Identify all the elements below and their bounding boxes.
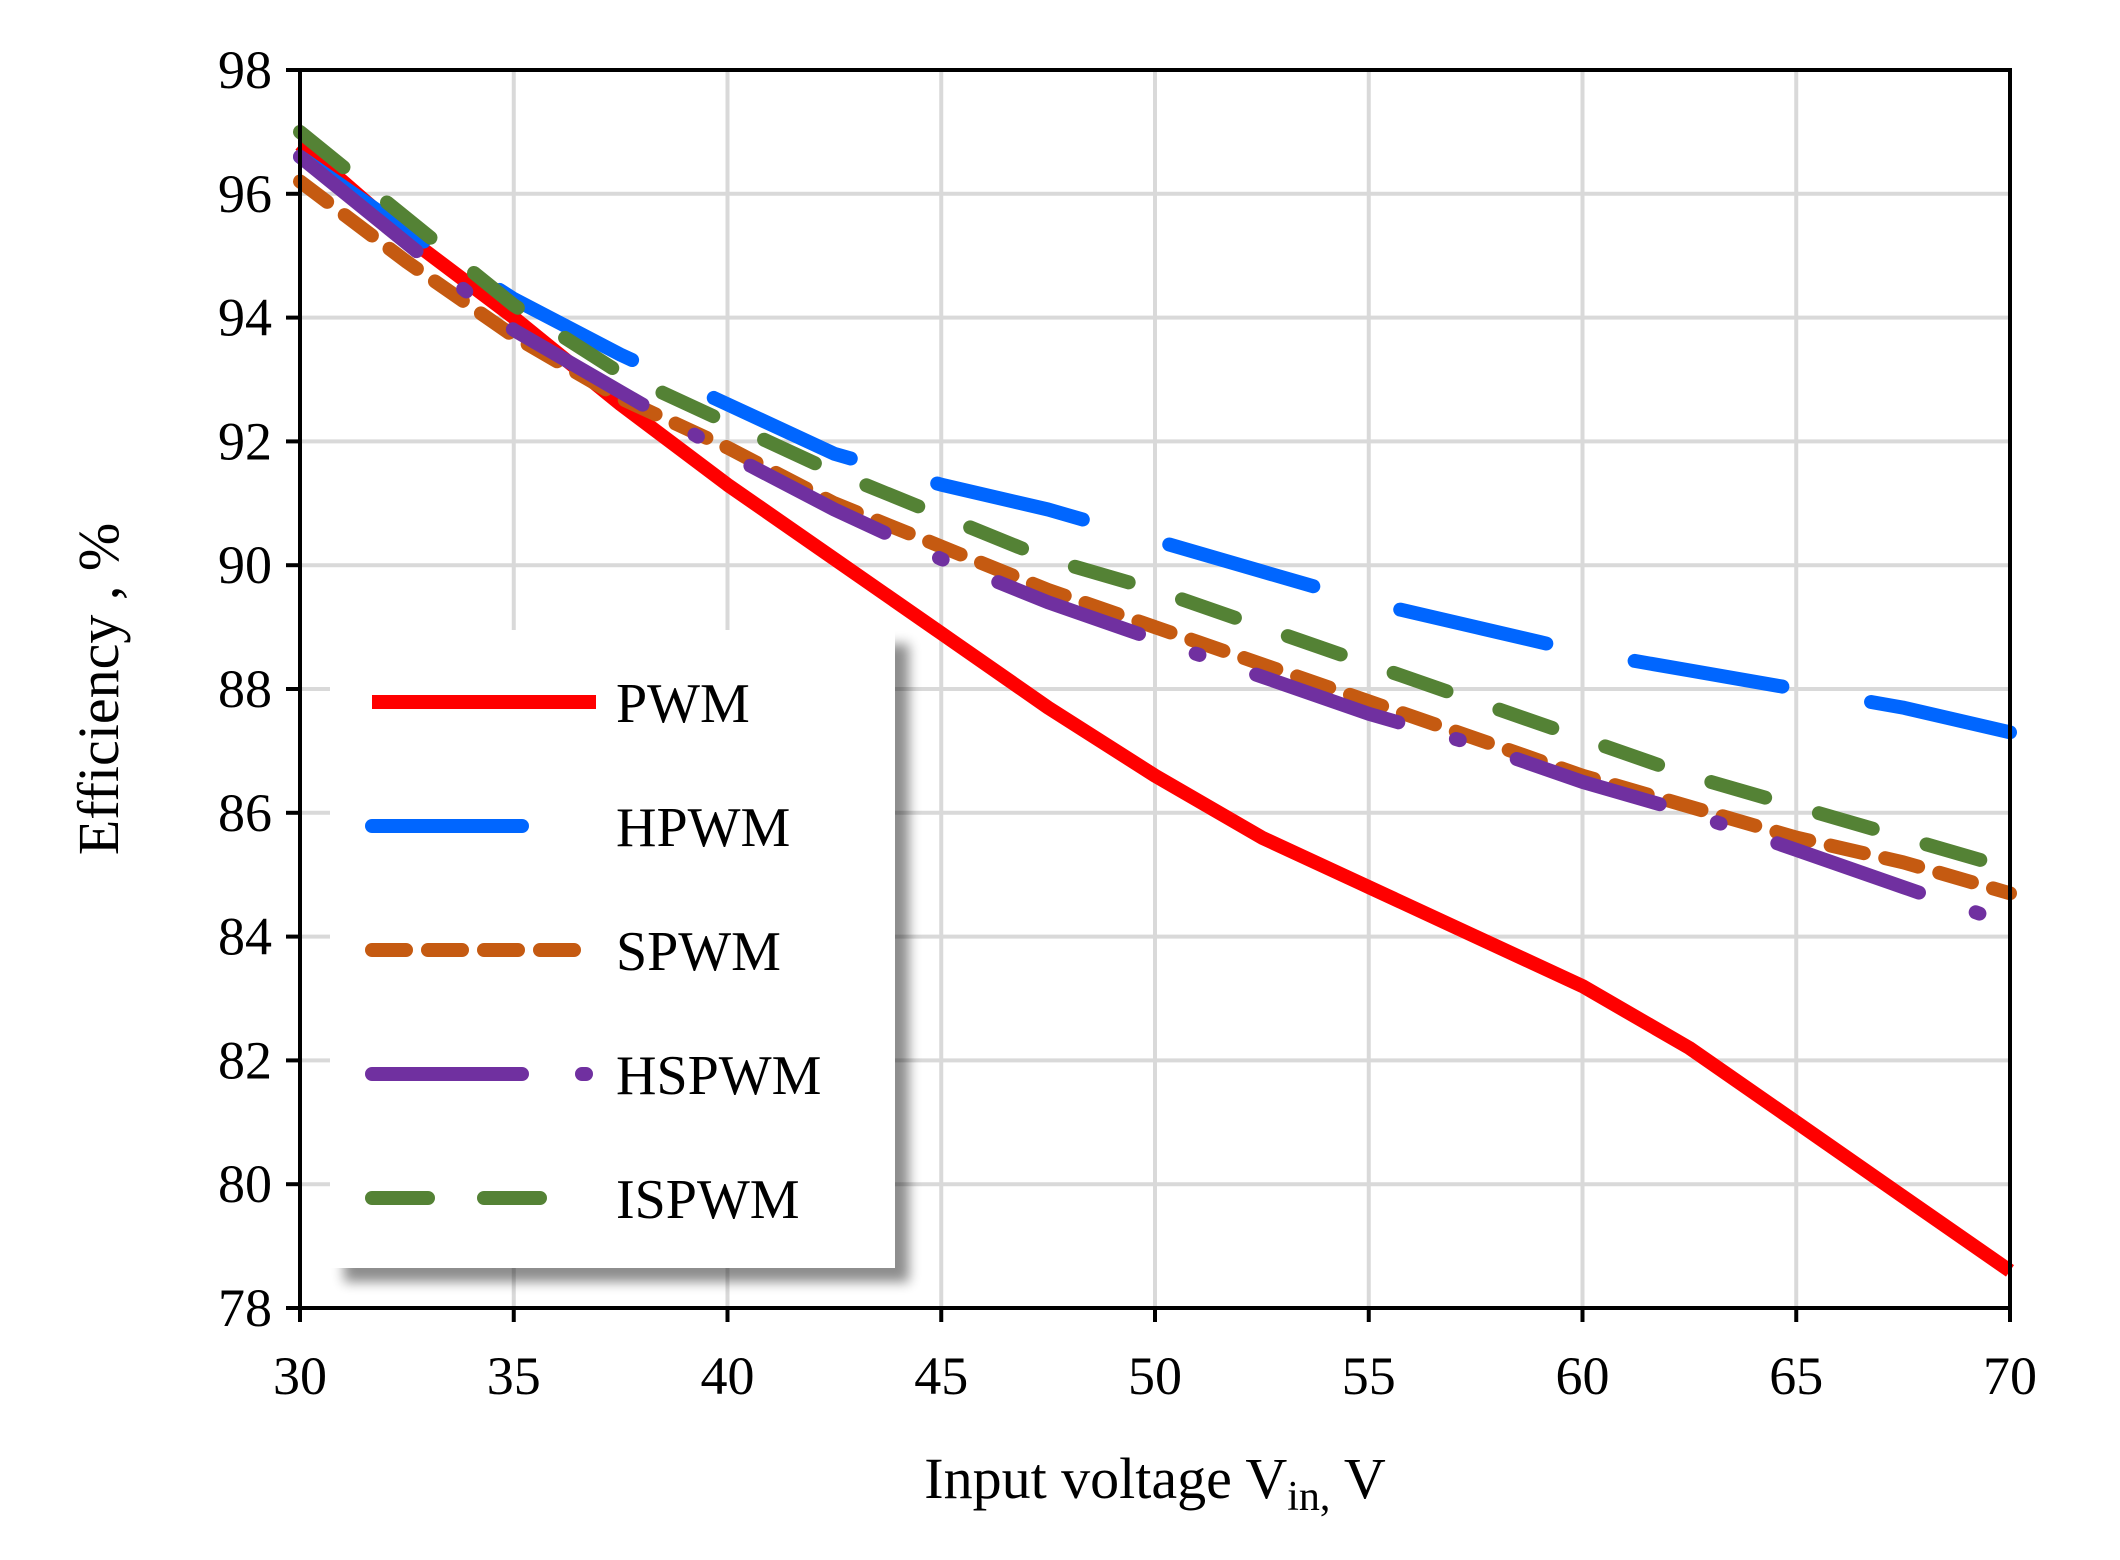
y-tick-label: 82 bbox=[218, 1030, 272, 1090]
x-tick-label: 50 bbox=[1128, 1346, 1182, 1406]
legend-label-ispwm: ISPWM bbox=[616, 1169, 800, 1231]
y-tick-labels: 78 80 82 84 86 88 90 92 94 96 98 bbox=[218, 40, 272, 1338]
legend: PWM HPWM SPWM HSPWM ISPWM bbox=[330, 630, 895, 1268]
y-tick-label: 96 bbox=[218, 164, 272, 224]
x-axis-title: Input voltage Vin, V bbox=[924, 1446, 1386, 1520]
series-layer bbox=[293, 124, 2017, 1277]
legend-label-spwm: SPWM bbox=[616, 921, 781, 983]
legend-label-pwm: PWM bbox=[616, 673, 750, 735]
x-tick-label: 65 bbox=[1769, 1346, 1823, 1406]
ticks bbox=[286, 68, 2012, 1322]
x-tick-labels: 30 35 40 45 50 55 60 65 70 bbox=[273, 1346, 2037, 1406]
x-tick-label: 55 bbox=[1342, 1346, 1396, 1406]
y-tick-label: 90 bbox=[218, 535, 272, 595]
legend-label-hspwm: HSPWM bbox=[616, 1045, 821, 1107]
y-tick-label: 98 bbox=[218, 40, 272, 100]
y-tick-label: 80 bbox=[218, 1154, 272, 1214]
y-axis-title: Efficiency , % bbox=[66, 523, 131, 855]
x-tick-label: 35 bbox=[487, 1346, 541, 1406]
x-tick-label: 40 bbox=[701, 1346, 755, 1406]
y-tick-label: 94 bbox=[218, 288, 272, 348]
y-tick-label: 86 bbox=[218, 783, 272, 843]
x-tick-label: 30 bbox=[273, 1346, 327, 1406]
series-line-hpwm bbox=[293, 149, 2017, 740]
y-tick-label: 92 bbox=[218, 411, 272, 471]
series-line-hspwm bbox=[293, 149, 2017, 932]
series-line-ispwm bbox=[293, 124, 2017, 876]
y-tick-label: 88 bbox=[218, 659, 272, 719]
x-tick-label: 60 bbox=[1556, 1346, 1610, 1406]
legend-box bbox=[330, 630, 895, 1268]
y-tick-label: 84 bbox=[218, 907, 272, 967]
legend-label-hpwm: HPWM bbox=[616, 797, 790, 859]
y-tick-label: 78 bbox=[218, 1278, 272, 1338]
x-tick-label: 70 bbox=[1983, 1346, 2037, 1406]
x-tick-label: 45 bbox=[914, 1346, 968, 1406]
